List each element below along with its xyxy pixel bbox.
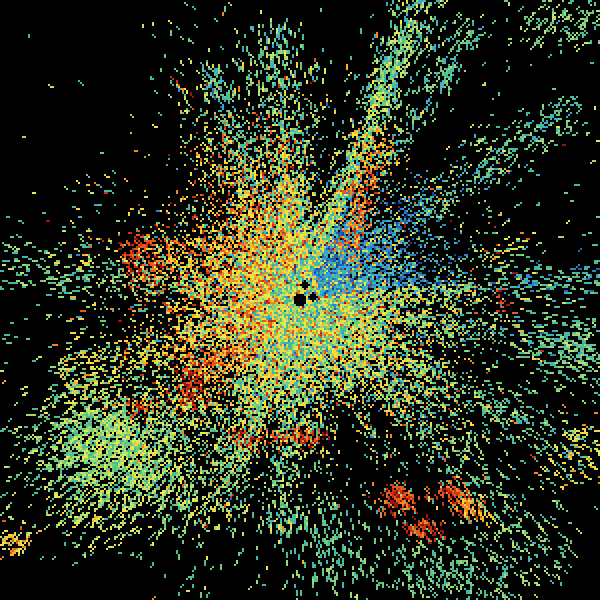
radar-heatmap-canvas bbox=[0, 0, 600, 600]
radar-scan-view bbox=[0, 0, 600, 600]
